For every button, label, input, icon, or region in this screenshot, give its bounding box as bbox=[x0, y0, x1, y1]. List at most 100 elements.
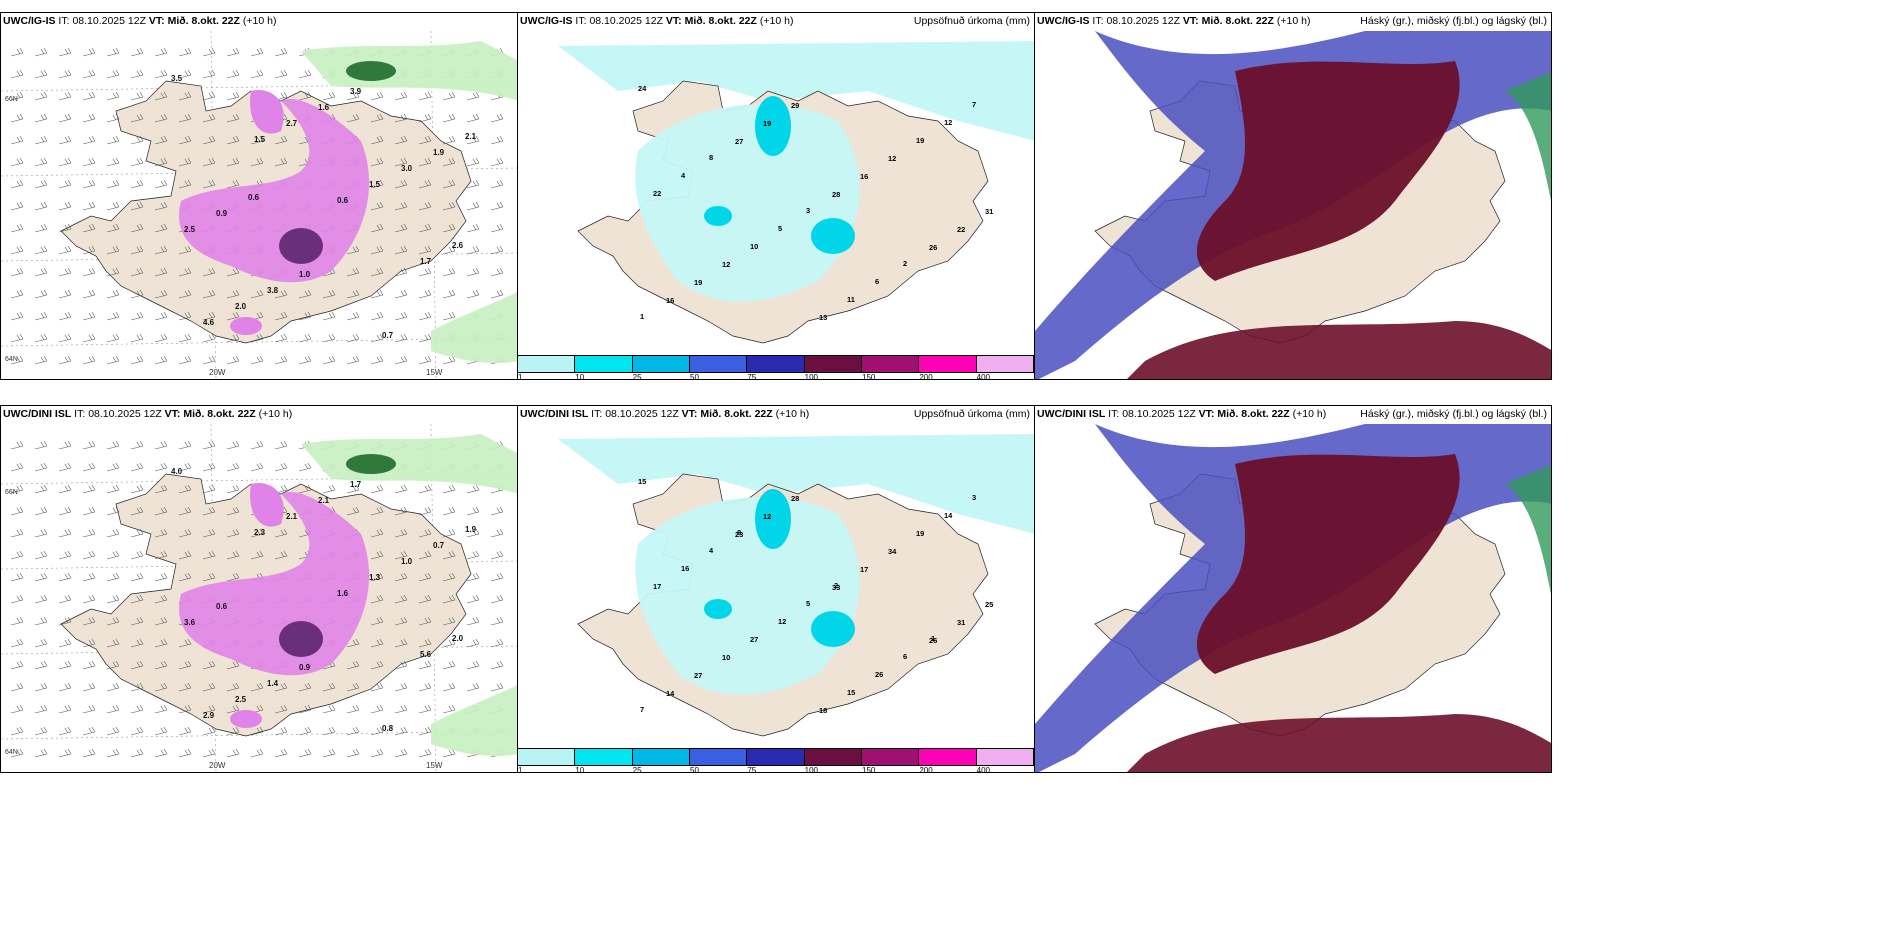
panel-wind-rain-top: UWC/IG-IS IT: 08.10.2025 12Z VT: Mið. 8.… bbox=[0, 12, 518, 380]
legend-swatch bbox=[804, 749, 862, 765]
wind-barb bbox=[370, 572, 384, 582]
wind-barb bbox=[202, 113, 216, 123]
wind-barb bbox=[442, 135, 456, 145]
snow-area bbox=[346, 61, 396, 81]
wind-barb bbox=[346, 113, 360, 123]
precip-area-mid bbox=[811, 218, 855, 254]
rain-value-label: 1.7 bbox=[420, 257, 432, 266]
wind-barb bbox=[154, 47, 168, 57]
wind-barb bbox=[490, 682, 504, 692]
wind-barb bbox=[394, 506, 408, 516]
wind-barb bbox=[322, 91, 336, 101]
wind-barb bbox=[250, 748, 264, 758]
wind-barb bbox=[298, 462, 312, 472]
wind-barb bbox=[346, 91, 360, 101]
wind-barb bbox=[106, 289, 120, 299]
wind-barb bbox=[154, 440, 168, 450]
wind-barb bbox=[394, 572, 408, 582]
wind-barb bbox=[442, 616, 456, 626]
wind-barb bbox=[370, 506, 384, 516]
wind-barb bbox=[226, 355, 240, 365]
precip-value-label: 19 bbox=[694, 278, 702, 287]
wind-barb bbox=[322, 333, 336, 343]
wind-barb bbox=[370, 660, 384, 670]
precip-area-light bbox=[635, 497, 860, 695]
wind-barb bbox=[418, 355, 432, 365]
wind-barb bbox=[346, 311, 360, 321]
wind-barb bbox=[442, 91, 456, 101]
wind-barb bbox=[34, 704, 48, 714]
wind-barb bbox=[106, 223, 120, 233]
wind-barb bbox=[466, 179, 480, 189]
wind-barb bbox=[82, 69, 96, 79]
legend-swatch bbox=[747, 749, 805, 765]
wind-barb bbox=[274, 440, 288, 450]
wind-barb bbox=[82, 157, 96, 167]
wind-barb bbox=[58, 157, 72, 167]
wind-barb bbox=[10, 616, 24, 626]
wind-barb bbox=[106, 682, 120, 692]
rain-area bbox=[230, 710, 262, 728]
wind-barb bbox=[106, 311, 120, 321]
wind-barb bbox=[442, 157, 456, 167]
wind-barb bbox=[394, 594, 408, 604]
wind-barb bbox=[58, 69, 72, 79]
wind-barb bbox=[58, 616, 72, 626]
wind-barb bbox=[34, 47, 48, 57]
wind-barb bbox=[274, 748, 288, 758]
wind-barb bbox=[58, 135, 72, 145]
wind-barb bbox=[250, 333, 264, 343]
wind-barb bbox=[490, 550, 504, 560]
wind-barb bbox=[226, 267, 240, 277]
wind-barb bbox=[394, 682, 408, 692]
wind-barb bbox=[106, 267, 120, 277]
wind-barb bbox=[130, 594, 144, 604]
wind-barb bbox=[202, 179, 216, 189]
rain-value-label: 1.5 bbox=[254, 135, 266, 144]
wind-barb bbox=[10, 484, 24, 494]
wind-barb bbox=[130, 484, 144, 494]
wind-barb bbox=[58, 355, 72, 365]
wind-barb bbox=[322, 748, 336, 758]
rain-value-label: 2.0 bbox=[452, 634, 464, 643]
wind-barb bbox=[130, 660, 144, 670]
wind-barb bbox=[418, 135, 432, 145]
precip-map: 1523332614121731272834251018191727151416… bbox=[518, 424, 1034, 749]
wind-barb bbox=[130, 333, 144, 343]
wind-barb bbox=[202, 528, 216, 538]
wind-barb bbox=[178, 550, 192, 560]
wind-barb bbox=[154, 245, 168, 255]
wind-barb bbox=[82, 135, 96, 145]
rain-value-label: 3.6 bbox=[184, 618, 196, 627]
rain-value-label: 1.6 bbox=[318, 103, 330, 112]
wind-barb bbox=[154, 157, 168, 167]
legend-swatch bbox=[919, 356, 977, 372]
wind-barb bbox=[370, 594, 384, 604]
rain-value-label: 3.5 bbox=[171, 74, 183, 83]
precip-value-label: 17 bbox=[860, 565, 868, 574]
rain-area bbox=[179, 492, 370, 676]
wind-barb bbox=[130, 682, 144, 692]
panel-title: Uppsöfnuð úrkoma (mm) bbox=[913, 408, 1030, 420]
wind-barb bbox=[394, 311, 408, 321]
wind-barb bbox=[178, 69, 192, 79]
wind-barb bbox=[442, 201, 456, 211]
wind-barb bbox=[226, 69, 240, 79]
precip-legend: 1 10 25 50 75 100 150 200 400 bbox=[518, 355, 1034, 379]
wind-barb bbox=[178, 440, 192, 450]
wind-barb bbox=[250, 682, 264, 692]
wind-barb bbox=[10, 462, 24, 472]
wind-barb bbox=[106, 91, 120, 101]
precip-value-label: 13 bbox=[819, 313, 827, 322]
legend-tick: 25 bbox=[632, 373, 642, 380]
wind-barb bbox=[370, 267, 384, 277]
precip-value-label: 12 bbox=[888, 154, 896, 163]
wind-barb bbox=[154, 69, 168, 79]
legend-swatch bbox=[919, 749, 977, 765]
wind-barb bbox=[130, 289, 144, 299]
wind-barb bbox=[442, 223, 456, 233]
wind-barb bbox=[34, 201, 48, 211]
wind-barb bbox=[10, 682, 24, 692]
precip-value-label: 28 bbox=[791, 494, 799, 503]
wind-barb bbox=[466, 289, 480, 299]
